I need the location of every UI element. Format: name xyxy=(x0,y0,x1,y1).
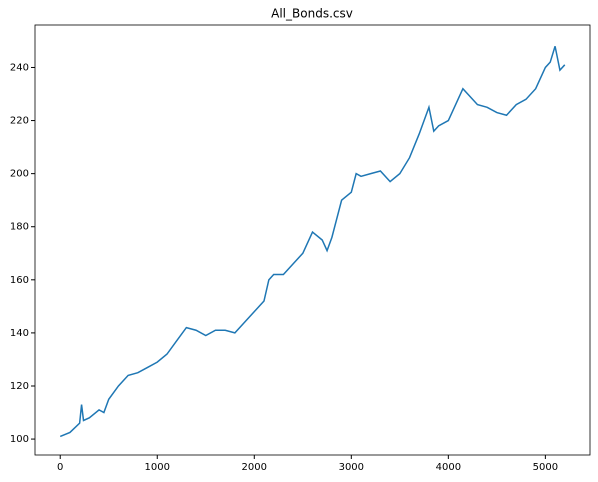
y-tick-label: 180 xyxy=(10,222,29,233)
y-tick-label: 120 xyxy=(10,381,29,392)
x-tick-label: 1000 xyxy=(145,462,170,473)
x-tick-label: 5000 xyxy=(533,462,558,473)
y-tick-label: 140 xyxy=(10,328,29,339)
y-tick-label: 100 xyxy=(10,434,29,445)
y-tick-label: 160 xyxy=(10,275,29,286)
plot-frame xyxy=(34,24,591,456)
line xyxy=(59,46,566,438)
y-tick-label: 240 xyxy=(10,62,29,73)
x-tick-label: 3000 xyxy=(339,462,364,473)
y-tick-label: 220 xyxy=(10,116,29,127)
x-tick-label: 2000 xyxy=(242,462,267,473)
chart-title: All_Bonds.csv xyxy=(271,7,353,21)
x-tick-label: 4000 xyxy=(436,462,461,473)
y-tick-label: 200 xyxy=(10,169,29,180)
x-tick-label: 0 xyxy=(57,462,63,473)
